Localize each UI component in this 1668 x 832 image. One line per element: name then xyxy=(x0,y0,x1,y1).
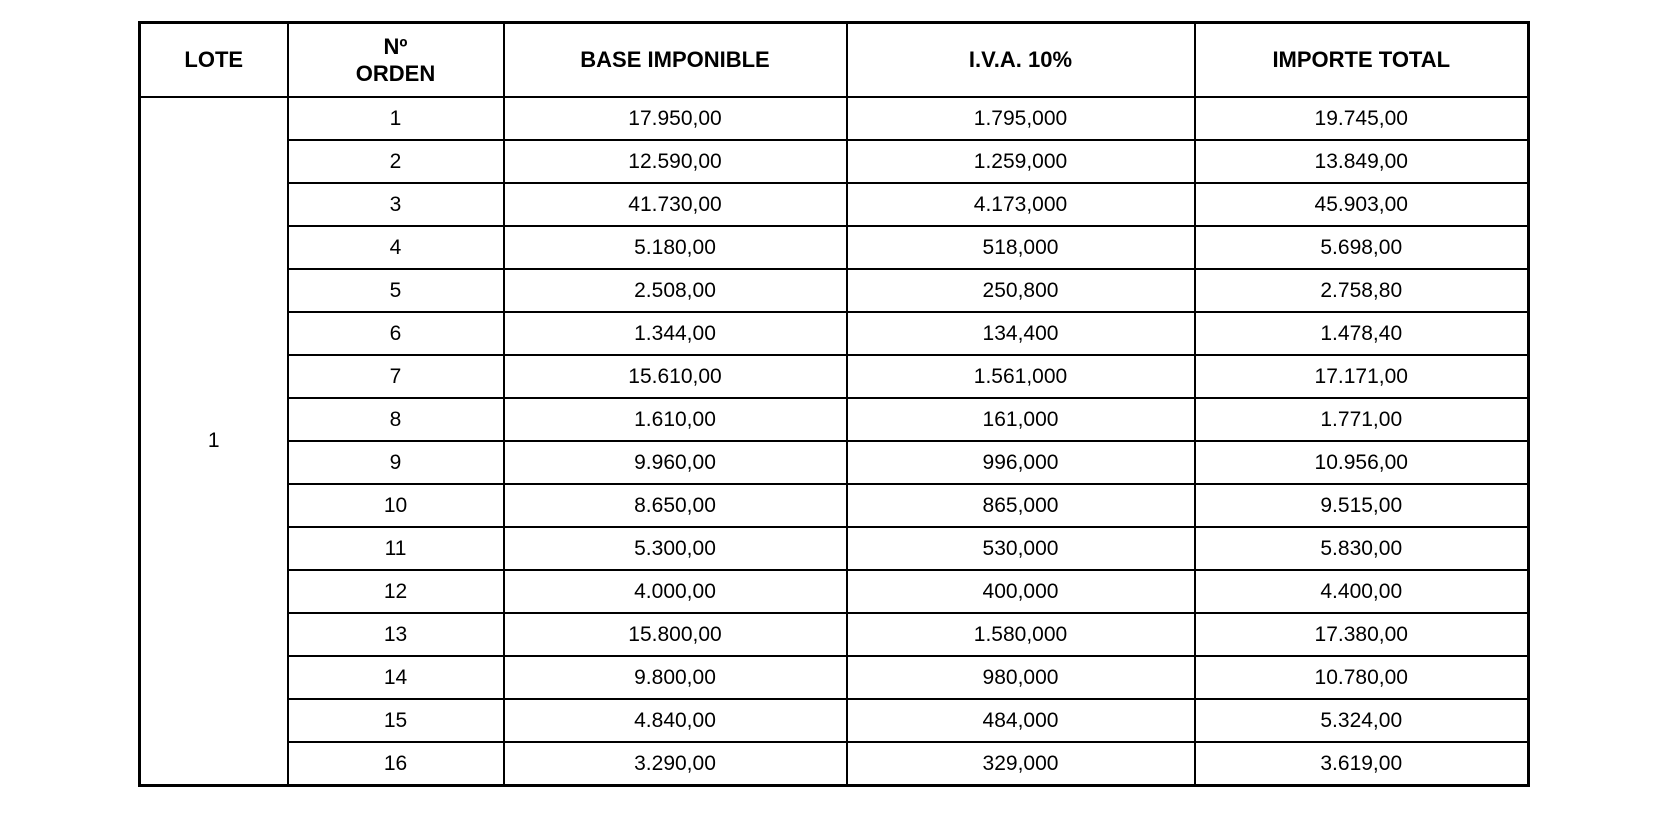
orden-cell: 1 xyxy=(286,96,505,141)
orden-cell: 9 xyxy=(286,440,505,485)
base-imponible-cell: 1.344,00 xyxy=(502,311,848,356)
importe-total-cell: 1.771,00 xyxy=(1193,397,1530,442)
iva-cell: 996,000 xyxy=(845,440,1196,485)
iva-cell: 1.259,000 xyxy=(845,139,1196,184)
iva-cell: 1.795,000 xyxy=(845,96,1196,141)
importe-total-cell: 5.324,00 xyxy=(1193,698,1530,743)
col-header-orden: Nº ORDEN xyxy=(286,21,505,98)
iva-cell: 250,800 xyxy=(845,268,1196,313)
importe-total-cell: 17.171,00 xyxy=(1193,354,1530,399)
base-imponible-cell: 5.300,00 xyxy=(502,526,848,571)
iva-cell: 518,000 xyxy=(845,225,1196,270)
orden-cell: 8 xyxy=(286,397,505,442)
col-header-lote: LOTE xyxy=(138,21,289,98)
importes-por-lote-table: LOTE Nº ORDEN BASE IMPONIBLE I.V.A. 10% … xyxy=(138,21,1530,787)
importe-total-cell: 5.830,00 xyxy=(1193,526,1530,571)
orden-cell: 12 xyxy=(286,569,505,614)
importe-total-cell: 17.380,00 xyxy=(1193,612,1530,657)
importe-total-cell: 45.903,00 xyxy=(1193,182,1530,227)
table-row: 6 1.344,00 134,400 1.478,40 xyxy=(140,311,1530,356)
importe-total-cell: 5.698,00 xyxy=(1193,225,1530,270)
importe-total-cell: 9.515,00 xyxy=(1193,483,1530,528)
importe-total-cell: 10.956,00 xyxy=(1193,440,1530,485)
orden-cell: 7 xyxy=(286,354,505,399)
orden-cell: 11 xyxy=(286,526,505,571)
iva-cell: 134,400 xyxy=(845,311,1196,356)
orden-cell: 5 xyxy=(286,268,505,313)
orden-cell: 15 xyxy=(286,698,505,743)
table-row: 4 5.180,00 518,000 5.698,00 xyxy=(140,225,1530,270)
table-row: 7 15.610,00 1.561,000 17.171,00 xyxy=(140,354,1530,399)
iva-cell: 161,000 xyxy=(845,397,1196,442)
orden-cell: 14 xyxy=(286,655,505,700)
base-imponible-cell: 8.650,00 xyxy=(502,483,848,528)
base-imponible-cell: 4.000,00 xyxy=(502,569,848,614)
table-row: 16 3.290,00 329,000 3.619,00 xyxy=(140,741,1530,787)
table-row: 5 2.508,00 250,800 2.758,80 xyxy=(140,268,1530,313)
lote-merged-cell: 1 xyxy=(138,96,289,787)
iva-cell: 329,000 xyxy=(845,741,1196,787)
base-imponible-cell: 9.960,00 xyxy=(502,440,848,485)
table-row: 3 41.730,00 4.173,000 45.903,00 xyxy=(140,182,1530,227)
base-imponible-cell: 3.290,00 xyxy=(502,741,848,787)
table-header-row: LOTE Nº ORDEN BASE IMPONIBLE I.V.A. 10% … xyxy=(138,21,1530,98)
base-imponible-cell: 9.800,00 xyxy=(502,655,848,700)
base-imponible-cell: 15.610,00 xyxy=(502,354,848,399)
orden-cell: 2 xyxy=(286,139,505,184)
base-imponible-cell: 12.590,00 xyxy=(502,139,848,184)
orden-cell: 16 xyxy=(286,741,505,787)
orden-cell: 6 xyxy=(286,311,505,356)
iva-cell: 1.580,000 xyxy=(845,612,1196,657)
importe-total-cell: 4.400,00 xyxy=(1193,569,1530,614)
base-imponible-cell: 15.800,00 xyxy=(502,612,848,657)
col-header-base-imponible: BASE IMPONIBLE xyxy=(502,21,848,98)
orden-cell: 13 xyxy=(286,612,505,657)
base-imponible-cell: 1.610,00 xyxy=(502,397,848,442)
base-imponible-cell: 17.950,00 xyxy=(502,96,848,141)
table-body: 1 1 17.950,00 1.795,000 19.745,00 2 12.590,00 1… xyxy=(138,96,1530,787)
col-header-iva: I.V.A. 10% xyxy=(845,21,1196,98)
orden-cell: 3 xyxy=(286,182,505,227)
table-row: 2 12.590,00 1.259,000 13.849,00 xyxy=(140,139,1530,184)
iva-cell: 980,000 xyxy=(845,655,1196,700)
table-row: 10 8.650,00 865,000 9.515,00 xyxy=(140,483,1530,528)
iva-cell: 484,000 xyxy=(845,698,1196,743)
iva-cell: 530,000 xyxy=(845,526,1196,571)
importe-total-cell: 2.758,80 xyxy=(1193,268,1530,313)
table-row: 14 9.800,00 980,000 10.780,00 xyxy=(140,655,1530,700)
iva-cell: 400,000 xyxy=(845,569,1196,614)
importe-total-cell: 10.780,00 xyxy=(1193,655,1530,700)
base-imponible-cell: 4.840,00 xyxy=(502,698,848,743)
table-row: 11 5.300,00 530,000 5.830,00 xyxy=(140,526,1530,571)
iva-cell: 1.561,000 xyxy=(845,354,1196,399)
table-row: 9 9.960,00 996,000 10.956,00 xyxy=(140,440,1530,485)
base-imponible-cell: 2.508,00 xyxy=(502,268,848,313)
iva-cell: 865,000 xyxy=(845,483,1196,528)
table-row: 8 1.610,00 161,000 1.771,00 xyxy=(140,397,1530,442)
importe-total-cell: 19.745,00 xyxy=(1193,96,1530,141)
base-imponible-cell: 41.730,00 xyxy=(502,182,848,227)
orden-cell: 10 xyxy=(286,483,505,528)
base-imponible-cell: 5.180,00 xyxy=(502,225,848,270)
importe-total-cell: 3.619,00 xyxy=(1193,741,1530,787)
table-row: 13 15.800,00 1.580,000 17.380,00 xyxy=(140,612,1530,657)
table-row: 15 4.840,00 484,000 5.324,00 xyxy=(140,698,1530,743)
orden-cell: 4 xyxy=(286,225,505,270)
col-header-importe-total: IMPORTE TOTAL xyxy=(1193,21,1530,98)
iva-cell: 4.173,000 xyxy=(845,182,1196,227)
importe-total-cell: 13.849,00 xyxy=(1193,139,1530,184)
table-row: 12 4.000,00 400,000 4.400,00 xyxy=(140,569,1530,614)
importe-total-cell: 1.478,40 xyxy=(1193,311,1530,356)
table-row: 1 1 17.950,00 1.795,000 19.745,00 xyxy=(138,96,1530,787)
